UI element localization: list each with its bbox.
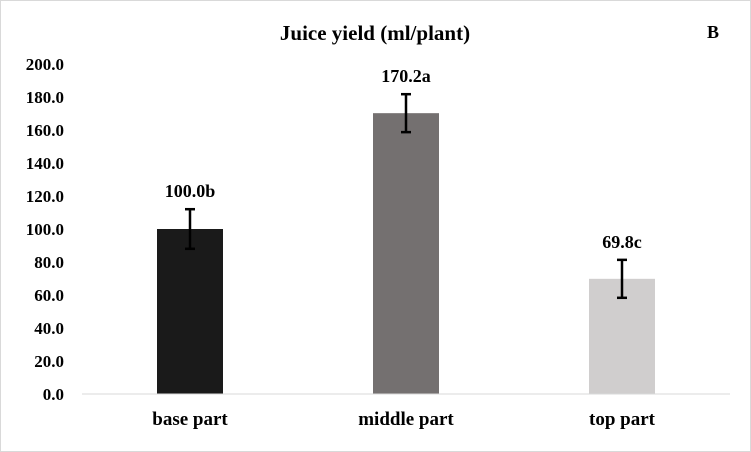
bars <box>157 113 655 395</box>
y-tick-label: 60.0 <box>34 286 64 305</box>
y-tick-label: 140.0 <box>26 154 64 173</box>
error-bar <box>185 207 195 251</box>
y-tick-label: 160.0 <box>26 121 64 140</box>
y-tick-label: 200.0 <box>26 55 64 74</box>
error-bar <box>401 92 411 134</box>
x-axis-ticks: base part middle part top part <box>152 409 655 430</box>
y-tick-label: 120.0 <box>26 187 64 206</box>
y-tick-label: 100.0 <box>26 220 64 239</box>
x-tick-label: top part <box>589 409 656 430</box>
y-tick-label: 0.0 <box>43 385 64 404</box>
x-tick-label: base part <box>152 409 228 430</box>
data-label: 100.0b <box>165 181 216 201</box>
y-tick-label: 20.0 <box>34 352 64 371</box>
x-tick-label: middle part <box>358 409 454 430</box>
bar <box>157 229 223 394</box>
y-tick-label: 40.0 <box>34 319 64 338</box>
panel-label: B <box>707 22 719 42</box>
bar <box>373 113 439 395</box>
error-bars <box>185 92 627 300</box>
chart-title: Juice yield (ml/plant) <box>280 21 470 45</box>
data-label: 170.2a <box>381 66 431 86</box>
data-label: 69.8c <box>602 232 642 252</box>
data-labels: 100.0b 170.2a 69.8c <box>165 66 642 252</box>
y-tick-label: 80.0 <box>34 253 64 272</box>
y-tick-label: 180.0 <box>26 88 64 107</box>
error-bar <box>617 258 627 300</box>
y-axis-ticks: 0.0 20.0 40.0 60.0 80.0 100.0 120.0 140.0 160.0 1… <box>26 55 64 404</box>
